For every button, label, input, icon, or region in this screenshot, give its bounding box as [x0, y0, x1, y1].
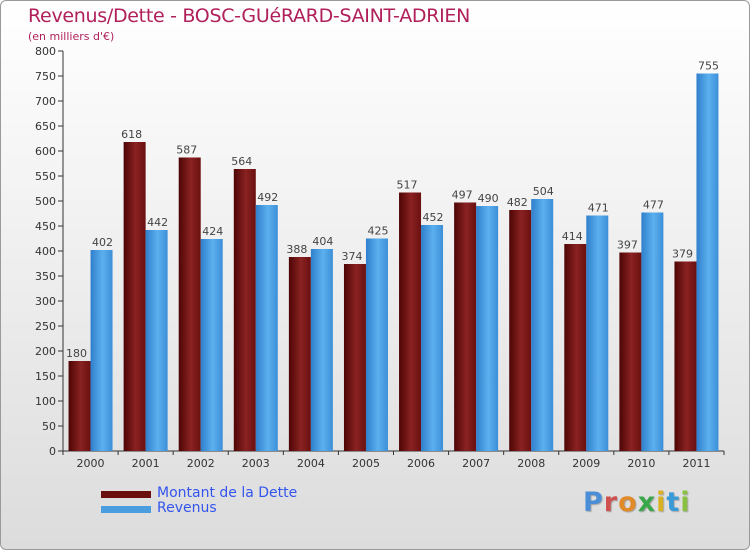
bar-dette-label: 564: [231, 155, 252, 168]
x-tick-label: 2005: [352, 457, 380, 470]
x-tick-label: 2003: [242, 457, 270, 470]
bar-revenus: [255, 205, 278, 451]
y-tick-label: 650: [35, 120, 56, 133]
legend-label-revenus: Revenus: [157, 500, 217, 516]
y-tick-label: 450: [35, 220, 56, 233]
bar-revenus-label: 755: [698, 60, 719, 73]
bar-revenus-label: 402: [92, 236, 113, 249]
bar-dette: [454, 202, 477, 451]
bar-dette: [509, 210, 532, 451]
logo-letter: i: [680, 487, 691, 518]
y-tick-label: 400: [35, 245, 56, 258]
bar-revenus: [310, 249, 333, 451]
bar-revenus: [531, 199, 554, 451]
y-tick-label: 600: [35, 145, 56, 158]
y-tick-label: 350: [35, 270, 56, 283]
bar-dette-label: 180: [66, 347, 87, 360]
bar-revenus-label: 492: [257, 191, 278, 204]
bar-revenus: [421, 225, 444, 451]
logo-letter: i: [656, 487, 667, 518]
bar-revenus-label: 504: [533, 185, 554, 198]
logo-letter: r: [603, 487, 619, 518]
bar-dette-label: 587: [176, 144, 197, 157]
logo-letter: x: [637, 487, 657, 518]
bar-revenus-label: 471: [588, 202, 609, 215]
x-tick-label: 2009: [572, 457, 600, 470]
y-tick-label: 150: [35, 370, 56, 383]
legend-swatch-dette: [101, 491, 151, 498]
x-tick-label: 2000: [77, 457, 105, 470]
bar-revenus: [365, 238, 388, 451]
legend-label-dette: Montant de la Dette: [157, 485, 298, 501]
logo-letter: o: [618, 487, 638, 518]
logo-letter: t: [666, 487, 681, 518]
bar-dette: [343, 264, 366, 451]
bar-revenus-label: 424: [202, 225, 223, 238]
logo-letter: P: [583, 487, 604, 518]
bar-revenus: [90, 250, 113, 451]
bar-revenus-label: 452: [423, 211, 444, 224]
x-tick-label: 2007: [462, 457, 490, 470]
bar-dette: [399, 192, 422, 451]
bar-revenus-label: 442: [147, 216, 168, 229]
bar-dette: [123, 142, 146, 451]
x-tick-label: 2008: [517, 457, 545, 470]
chart-subtitle: (en milliers d'€): [28, 30, 115, 43]
proxiti-logo: Proxiti: [583, 487, 691, 518]
y-tick-label: 250: [35, 320, 56, 333]
bar-revenus: [586, 215, 609, 451]
bar-dette-label: 414: [562, 230, 583, 243]
y-tick-label: 200: [35, 345, 56, 358]
bar-dette: [288, 257, 311, 451]
bar-revenus-label: 477: [643, 199, 664, 212]
bar-dette-label: 397: [617, 239, 638, 252]
bar-dette: [564, 244, 587, 451]
y-tick-label: 50: [42, 420, 56, 433]
bar-revenus: [641, 212, 664, 451]
bar-revenus-label: 490: [478, 192, 499, 205]
bar-dette-label: 497: [452, 189, 473, 202]
y-tick-label: 500: [35, 195, 56, 208]
y-tick-label: 0: [49, 445, 56, 458]
bar-dette: [233, 169, 256, 451]
x-tick-label: 2002: [187, 457, 215, 470]
chart-title: Revenus/Dette - BOSC-GUéRARD-SAINT-ADRIE…: [28, 5, 471, 27]
bar-revenus: [696, 73, 719, 451]
bar-revenus: [476, 206, 499, 451]
bar-dette-label: 379: [672, 248, 693, 261]
y-tick-label: 700: [35, 95, 56, 108]
bar-dette-label: 517: [397, 179, 418, 192]
bar-revenus-label: 404: [312, 235, 333, 248]
y-tick-label: 300: [35, 295, 56, 308]
y-tick-label: 100: [35, 395, 56, 408]
bar-dette-label: 482: [507, 196, 528, 209]
x-tick-label: 2010: [627, 457, 655, 470]
bar-revenus-label: 425: [367, 225, 388, 238]
legend-swatch-revenus: [101, 506, 151, 513]
x-tick-label: 2006: [407, 457, 435, 470]
bar-dette-label: 388: [286, 243, 307, 256]
bar-revenus: [145, 230, 168, 451]
bar-dette-label: 374: [341, 250, 362, 263]
bar-dette: [68, 361, 91, 451]
x-tick-label: 2004: [297, 457, 325, 470]
y-tick-label: 750: [35, 70, 56, 83]
bar-revenus: [200, 239, 223, 451]
y-tick-label: 800: [35, 45, 56, 58]
bar-dette: [178, 157, 201, 451]
bar-dette: [674, 261, 697, 451]
bar-dette: [619, 252, 642, 451]
x-tick-label: 2001: [132, 457, 160, 470]
x-tick-label: 2011: [682, 457, 710, 470]
bar-dette-label: 618: [121, 128, 142, 141]
y-tick-label: 550: [35, 170, 56, 183]
